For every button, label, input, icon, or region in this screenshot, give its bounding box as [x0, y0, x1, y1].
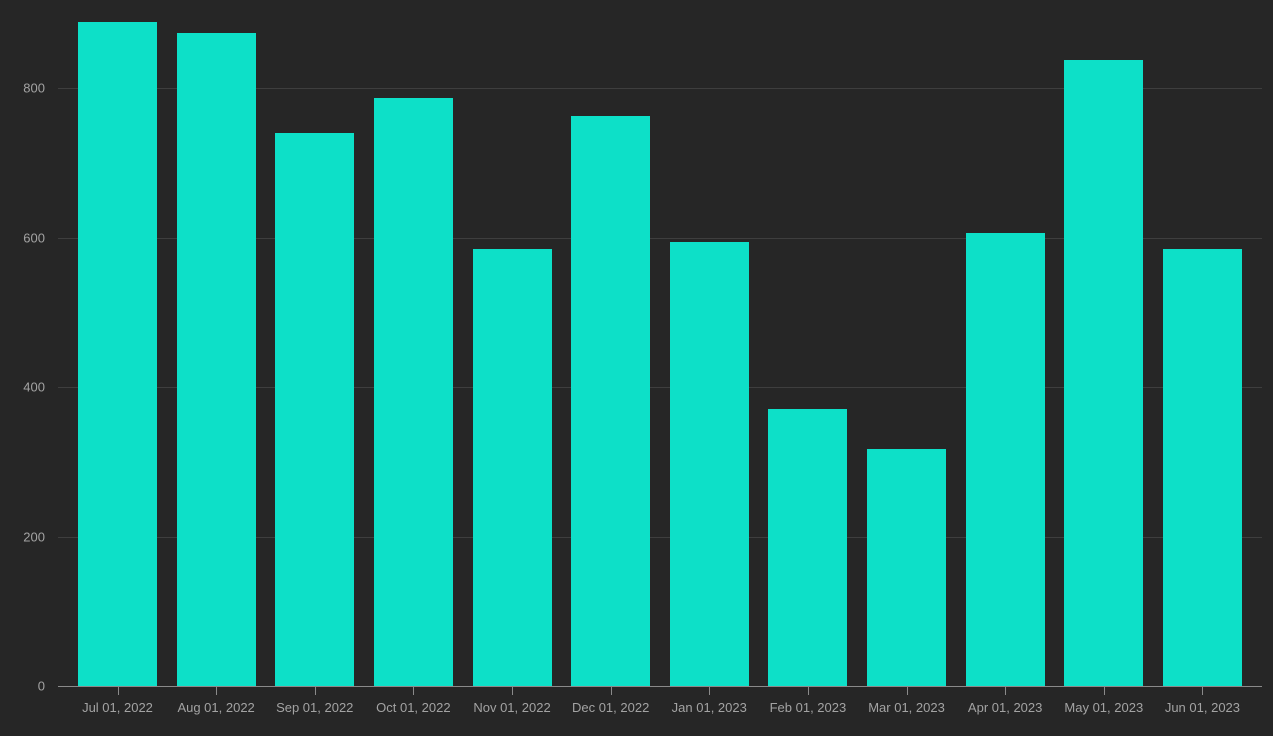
x-tick — [512, 687, 514, 695]
x-tick — [709, 687, 711, 695]
x-tick-label: Dec 01, 2022 — [571, 700, 650, 715]
y-tick-label: 600 — [23, 230, 45, 245]
x-tick-label: Jul 01, 2022 — [82, 700, 153, 715]
x-tick-label: Aug 01, 2022 — [177, 700, 255, 715]
x-tick-label: Oct 01, 2022 — [376, 700, 451, 715]
bar-jul-01-2022[interactable] — [78, 22, 157, 686]
y-gridline — [58, 88, 1262, 89]
x-tick — [117, 687, 119, 695]
y-gridline — [58, 536, 1262, 538]
bar-mar-01-2023[interactable] — [867, 449, 947, 686]
bar-sep-01-2022[interactable] — [275, 132, 355, 686]
x-tick — [1202, 687, 1204, 695]
x-tick — [1103, 687, 1105, 695]
x-tick-label: Jan 01, 2023 — [671, 700, 747, 715]
x-tick-label: Sep 01, 2022 — [276, 700, 354, 715]
x-tick — [314, 687, 316, 695]
x-tick-label: May 01, 2023 — [1064, 700, 1144, 715]
bar-oct-01-2022[interactable] — [373, 98, 453, 686]
x-tick-label: Feb 01, 2023 — [769, 700, 847, 715]
y-tick-label: 800 — [23, 80, 45, 96]
x-tick — [807, 687, 809, 695]
x-tick — [610, 687, 612, 695]
bar-nov-01-2022[interactable] — [472, 248, 552, 686]
x-tick — [413, 687, 415, 695]
x-tick — [906, 687, 908, 695]
bar-jan-01-2023[interactable] — [669, 241, 749, 686]
x-tick-label: Apr 01, 2023 — [967, 700, 1043, 715]
x-tick — [216, 687, 218, 695]
bar-feb-01-2023[interactable] — [768, 408, 848, 686]
bar-may-01-2023[interactable] — [1064, 60, 1144, 686]
y-tick-label: 400 — [23, 379, 45, 395]
y-tick-label: 0 — [37, 678, 45, 694]
y-tick-label: 200 — [23, 529, 45, 544]
y-gridline — [58, 237, 1262, 239]
x-tick-label: Mar 01, 2023 — [868, 700, 945, 715]
bar-jun-01-2023[interactable] — [1162, 248, 1242, 686]
bar-dec-01-2022[interactable] — [571, 116, 651, 686]
bar-apr-01-2023[interactable] — [965, 233, 1045, 686]
y-gridline — [58, 387, 1262, 388]
x-tick-label: Jun 01, 2023 — [1164, 700, 1241, 715]
x-axis-line — [58, 686, 1262, 687]
x-tick — [1005, 687, 1007, 695]
x-tick-label: Nov 01, 2022 — [473, 700, 551, 715]
bar-aug-01-2022[interactable] — [176, 32, 256, 686]
